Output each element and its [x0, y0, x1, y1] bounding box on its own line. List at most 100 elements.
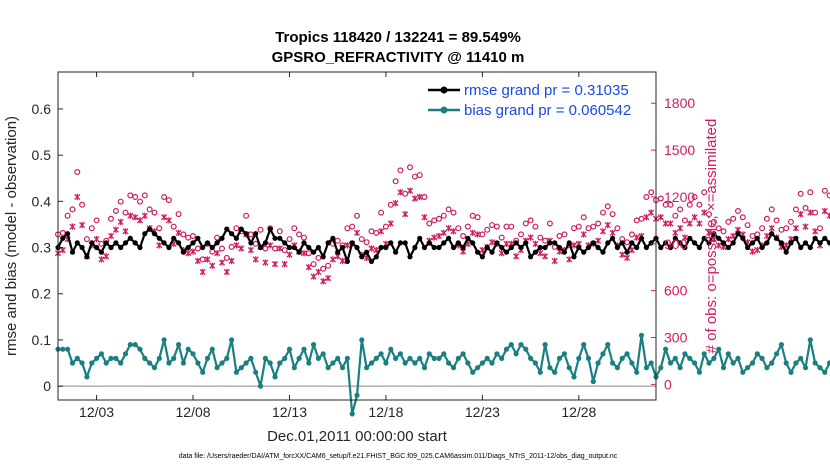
- possible-obs-point: [276, 228, 283, 235]
- right-y-tick-label: 1200: [664, 189, 695, 205]
- bias-point: [359, 337, 365, 343]
- rmse-series: [55, 226, 830, 264]
- assimilated-obs-point: [267, 242, 274, 249]
- assimilated-obs-point: [344, 242, 351, 249]
- bias-point: [503, 346, 510, 352]
- possible-obs-point: [749, 233, 756, 240]
- bias-point: [499, 355, 505, 361]
- assimilated-obs-point: [74, 193, 81, 201]
- bias-point: [634, 369, 640, 375]
- assimilated-obs-point: [209, 262, 216, 269]
- assimilated-obs-point: [715, 242, 722, 249]
- bias-point: [65, 346, 71, 352]
- possible-obs-point: [190, 233, 197, 240]
- rmse-point: [532, 249, 539, 255]
- rmse-point: [614, 244, 621, 251]
- bias-point: [470, 369, 476, 375]
- possible-obs-point: [537, 234, 544, 241]
- bias-point: [315, 355, 321, 361]
- rmse-point: [561, 249, 568, 255]
- assimilated-obs-point: [228, 257, 235, 265]
- rmse-point: [725, 244, 731, 251]
- assimilated-obs-point: [749, 248, 756, 255]
- possible-obs-point: [725, 218, 732, 225]
- bias-point: [725, 351, 731, 357]
- bias-point: [759, 355, 765, 361]
- bias-point: [716, 346, 722, 352]
- bias-point: [638, 332, 645, 338]
- rmse-point: [455, 240, 461, 246]
- rmse-point: [643, 244, 650, 251]
- rmse-point: [696, 244, 703, 251]
- left-y-axis-label: rmse and bias (model - observation): [3, 116, 20, 356]
- bias-point: [224, 355, 230, 361]
- rmse-point: [441, 240, 447, 246]
- rmse-point: [388, 240, 394, 246]
- right-y-tick-label: 600: [664, 283, 688, 299]
- rmse-point: [393, 249, 399, 255]
- possible-obs-point: [691, 194, 698, 201]
- bias-point: [301, 346, 307, 352]
- rmse-point: [494, 240, 500, 246]
- rmse-point: [267, 226, 273, 232]
- possible-obs-point: [643, 194, 650, 201]
- rmse-point: [296, 249, 302, 255]
- possible-obs-point: [542, 237, 549, 244]
- bias-point: [817, 365, 823, 371]
- rmse-point: [513, 240, 519, 246]
- chart-title-line2: GPSRO_REFRACTIVITY @ 11410 m: [272, 49, 525, 66]
- rmse-point: [286, 244, 293, 251]
- bias-point: [349, 411, 355, 417]
- bias-point: [479, 360, 485, 366]
- bias-point: [402, 360, 408, 366]
- plot-frame: [57, 71, 657, 401]
- bias-point: [84, 374, 90, 380]
- assimilated-obs-point: [136, 217, 144, 224]
- rmse-point: [754, 235, 760, 241]
- legend-box: [422, 78, 650, 122]
- rmse-point: [219, 235, 225, 241]
- bias-point: [687, 355, 693, 361]
- rmse-point: [470, 240, 476, 246]
- assimilated-obs-point: [194, 257, 201, 265]
- possible-obs-point: [392, 178, 399, 185]
- rmse-point: [103, 240, 109, 246]
- assimilated-obs-point: [79, 221, 86, 229]
- bias-point: [663, 346, 669, 352]
- rmse-point: [151, 231, 158, 237]
- possible-obs-point: [701, 189, 708, 196]
- assimilated-obs-point: [513, 253, 520, 260]
- rmse-point: [465, 235, 471, 241]
- rmse-point: [122, 240, 129, 246]
- possible-obs-point: [64, 212, 71, 219]
- rmse-point: [69, 249, 76, 255]
- rmse-point: [716, 235, 722, 241]
- bias-point: [749, 360, 756, 366]
- rmse-point: [745, 244, 751, 251]
- bias-point: [142, 355, 148, 361]
- bias-point: [296, 355, 302, 361]
- bias-point: [489, 360, 495, 366]
- rmse-point: [349, 240, 355, 246]
- rmse-point: [566, 240, 572, 246]
- rmse-point: [663, 240, 669, 246]
- rmse-point: [523, 240, 529, 246]
- assimilated-obs-point: [667, 220, 674, 227]
- rmse-point: [552, 240, 558, 246]
- possible-obs-point: [137, 198, 144, 205]
- bias-point: [624, 351, 630, 357]
- possible-obs-point: [296, 231, 303, 238]
- assimilated-obs-point: [392, 200, 399, 207]
- left-y-tick-label: 0.3: [32, 240, 52, 256]
- bias-point: [214, 365, 220, 371]
- assimilated-obs-point: [754, 246, 761, 254]
- rmse-point: [257, 244, 264, 251]
- left-y-tick-label: 0.6: [32, 101, 52, 117]
- possible-obs-point: [450, 209, 457, 216]
- possible-obs-point: [821, 187, 828, 194]
- assimilated-obs-point: [325, 275, 332, 282]
- rmse-point: [417, 235, 423, 241]
- rmse-point: [426, 240, 432, 246]
- assimilated-obs-point: [807, 209, 814, 216]
- possible-obs-point: [479, 231, 486, 238]
